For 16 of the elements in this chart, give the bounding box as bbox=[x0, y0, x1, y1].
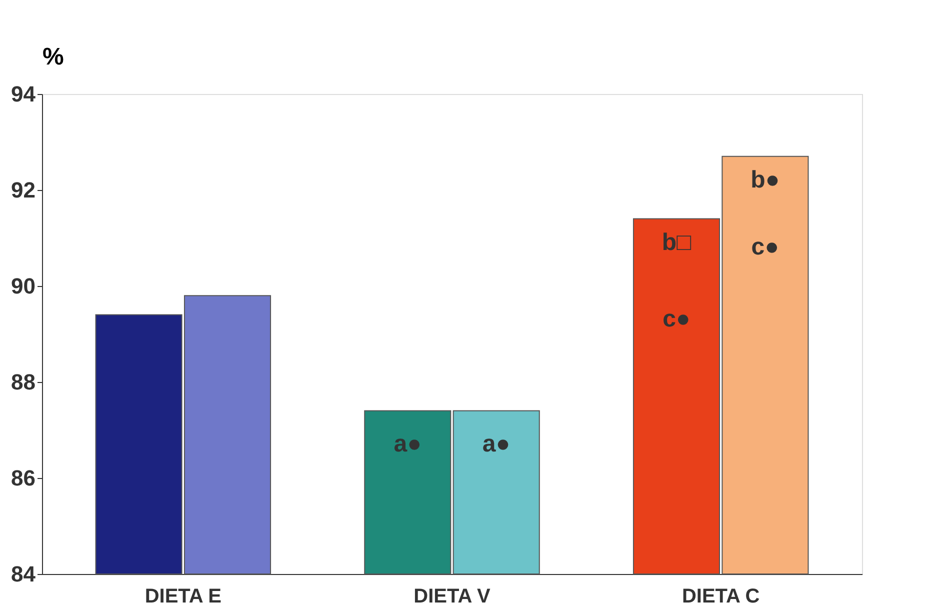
annotation: a● bbox=[394, 430, 422, 458]
annotation: b□ bbox=[662, 228, 692, 256]
y-axis-title: % bbox=[42, 44, 64, 70]
y-tick-label: 92 bbox=[11, 178, 36, 202]
y-tick-label: 84 bbox=[11, 562, 36, 586]
y-tick-label: 86 bbox=[11, 466, 36, 490]
y-tick-label: 94 bbox=[11, 82, 36, 106]
x-tick-label: DIETA E bbox=[144, 586, 222, 608]
x-tick-label: DIETA C bbox=[682, 586, 760, 608]
annotation: a● bbox=[482, 430, 510, 458]
y-tick-label: 90 bbox=[11, 274, 36, 298]
y-tick-label: 88 bbox=[11, 370, 36, 394]
annotation: b● bbox=[750, 166, 780, 194]
annotation: c● bbox=[751, 234, 780, 261]
x-tick-label: DIETA V bbox=[414, 586, 491, 608]
annotation: c● bbox=[662, 306, 690, 333]
